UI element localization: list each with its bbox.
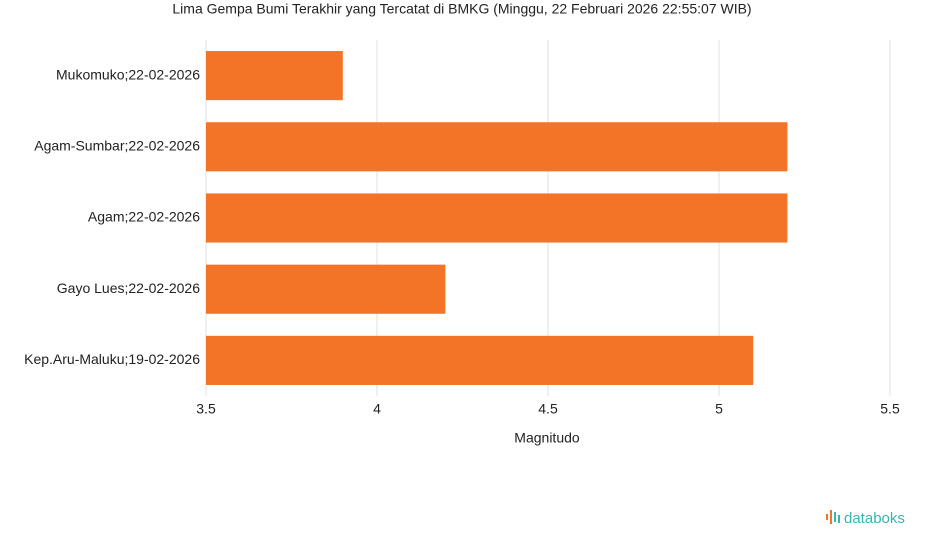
bar	[206, 193, 788, 243]
chart-title: Lima Gempa Bumi Terakhir yang Tercatat d…	[172, 1, 751, 17]
x-tick-label: 4	[373, 401, 381, 417]
bar	[206, 335, 754, 385]
logo: databoks	[844, 510, 905, 527]
bar	[206, 264, 446, 314]
x-axis-label: Magnitudo	[514, 430, 580, 446]
bar	[206, 122, 788, 172]
x-tick-label: 4.5	[538, 401, 558, 417]
y-tick-label: Kep.Aru-Maluku;19-02-2026	[24, 351, 200, 367]
y-tick-label: Agam;22-02-2026	[88, 209, 200, 225]
y-tick-label: Mukomuko;22-02-2026	[56, 66, 200, 82]
x-tick-label: 3.5	[196, 401, 216, 417]
bar	[206, 51, 343, 101]
y-tick-label: Agam-Sumbar;22-02-2026	[34, 138, 200, 154]
y-tick-label: Gayo Lues;22-02-2026	[57, 280, 200, 296]
logo-icon	[826, 510, 840, 524]
x-tick-label: 5.5	[880, 401, 900, 417]
x-tick-label: 5	[715, 401, 723, 417]
